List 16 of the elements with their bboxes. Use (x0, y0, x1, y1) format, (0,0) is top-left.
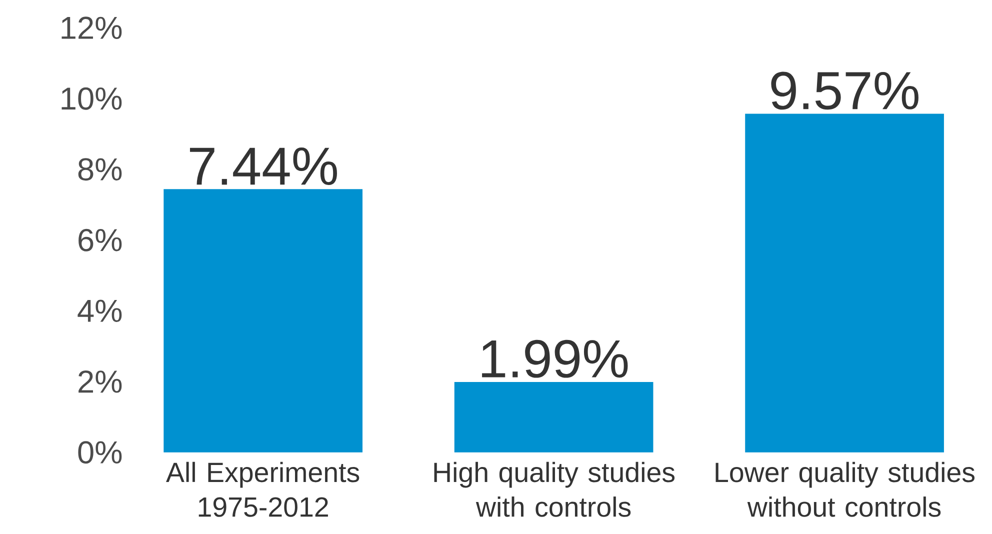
y-tick-label: 0% (78, 441, 122, 464)
y-tick-label: 8% (78, 158, 122, 181)
data-label: 1.99% (482, 340, 628, 378)
bar (164, 189, 362, 452)
y-tick-label: 6% (78, 228, 122, 252)
bar (745, 114, 944, 452)
x-tick-label: Lower quality studies without controls (716, 462, 975, 517)
y-tick-label: 12% (62, 16, 122, 40)
data-label: 9.57% (771, 72, 918, 110)
y-tick-label: 4% (78, 300, 122, 322)
data-label: 7.44% (190, 148, 337, 186)
y-tick-label: 10% (62, 87, 122, 110)
x-tick-label: High quality studies with controls (434, 462, 675, 517)
bar (454, 382, 654, 452)
y-tick-label: 2% (78, 370, 122, 393)
x-tick-label: All Experiments 1975-2012 (166, 462, 360, 517)
